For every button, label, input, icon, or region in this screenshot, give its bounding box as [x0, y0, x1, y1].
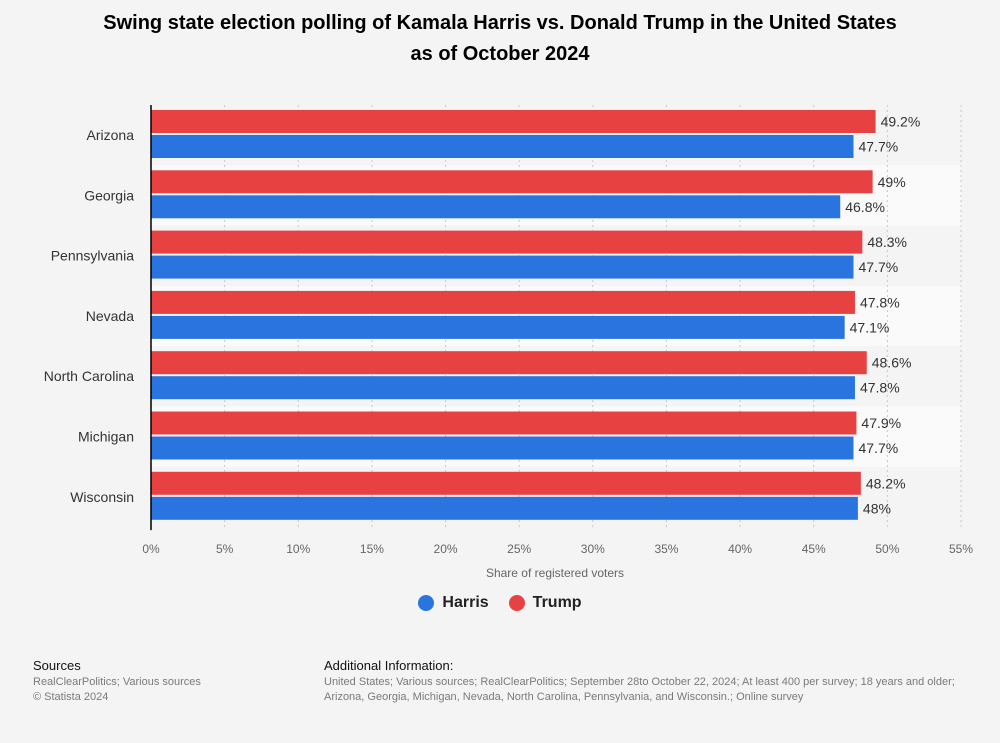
- copyright-text[interactable]: © Statista 2024: [33, 691, 109, 703]
- category-label: Pennsylvania: [51, 248, 134, 264]
- legend-dot-harris: [418, 595, 435, 611]
- chart-title-line1: Swing state election polling of Kamala H…: [103, 12, 897, 34]
- category-label: Michigan: [78, 429, 134, 445]
- x-tick-label: 35%: [654, 542, 678, 556]
- chart-title-line2: as of October 2024: [410, 43, 590, 65]
- legend-item-trump[interactable]: Trump: [508, 594, 582, 612]
- additional-info-line2: Arizona, Georgia, Michigan, Nevada, Nort…: [324, 691, 804, 703]
- data-label-harris: 47.7%: [858, 259, 898, 275]
- bar-chart: 49.2% 47.7% Arizona 49% 46.8% Georgia 48.3% 47.…: [44, 105, 973, 580]
- bar-trump[interactable]: [151, 290, 855, 314]
- sources-text[interactable]: RealClearPolitics; Various sources: [33, 676, 201, 688]
- legend-label-harris: Harris: [442, 594, 489, 611]
- chart-title: Swing state election polling of Kamala H…: [40, 8, 960, 70]
- bar-trump[interactable]: [151, 411, 857, 435]
- data-label-harris: 47.7%: [858, 440, 898, 456]
- legend-item-harris[interactable]: Harris: [418, 594, 489, 612]
- x-tick-label: 45%: [802, 542, 826, 556]
- x-axis-label: Share of registered voters: [486, 566, 624, 580]
- x-tick-label: 50%: [875, 542, 899, 556]
- bar-harris[interactable]: [151, 255, 854, 279]
- x-tick-label: 0%: [142, 542, 160, 556]
- additional-info-line1: United States; Various sources; RealClea…: [324, 676, 955, 688]
- x-tick-label: 20%: [434, 542, 458, 556]
- bar-trump[interactable]: [151, 471, 861, 495]
- x-tick-label: 15%: [360, 542, 384, 556]
- category-label: Georgia: [84, 187, 134, 203]
- legend-dot-trump: [508, 595, 525, 611]
- data-label-harris: 48%: [863, 500, 891, 516]
- data-label-harris: 47.7%: [858, 139, 898, 155]
- x-tick-label: 55%: [949, 542, 973, 556]
- bar-harris[interactable]: [151, 496, 858, 520]
- bar-trump[interactable]: [151, 351, 867, 375]
- data-label-harris: 47.8%: [860, 380, 900, 396]
- data-label-trump: 48.3%: [867, 234, 907, 250]
- data-label-trump: 49.2%: [881, 114, 921, 130]
- x-tick-label: 25%: [507, 542, 531, 556]
- data-label-trump: 47.8%: [860, 294, 900, 310]
- category-label: Arizona: [87, 127, 135, 143]
- bar-trump[interactable]: [151, 170, 873, 194]
- bar-harris[interactable]: [151, 135, 854, 158]
- data-label-trump: 47.9%: [861, 415, 901, 431]
- bar-trump[interactable]: [151, 110, 876, 133]
- data-label-harris: 46.8%: [845, 199, 885, 215]
- bar-harris[interactable]: [151, 436, 854, 460]
- sources-title: Sources: [33, 658, 81, 673]
- data-label-harris: 47.1%: [850, 319, 890, 335]
- additional-info-title: Additional Information:: [324, 658, 454, 673]
- bar-trump[interactable]: [151, 230, 863, 254]
- data-label-trump: 48.2%: [866, 475, 906, 491]
- category-label: Nevada: [86, 308, 134, 324]
- bar-harris[interactable]: [151, 195, 841, 219]
- category-label: Wisconsin: [70, 489, 134, 505]
- bar-harris[interactable]: [151, 376, 855, 400]
- x-tick-label: 10%: [286, 542, 310, 556]
- data-label-trump: 49%: [878, 174, 906, 190]
- x-tick-label: 30%: [581, 542, 605, 556]
- x-tick-label: 5%: [216, 542, 234, 556]
- legend-label-trump: Trump: [532, 594, 582, 611]
- data-label-trump: 48.6%: [872, 355, 912, 371]
- category-label: North Carolina: [44, 368, 134, 384]
- legend: Harris Trump: [0, 594, 1000, 612]
- bar-harris[interactable]: [151, 315, 845, 339]
- x-tick-label: 40%: [728, 542, 752, 556]
